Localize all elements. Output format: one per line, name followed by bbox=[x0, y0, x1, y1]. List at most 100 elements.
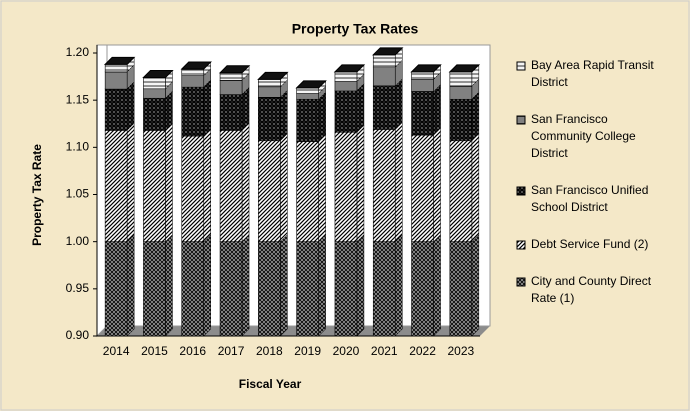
legend-label: City and County Direct Rate (1) bbox=[531, 274, 652, 305]
bar-segment bbox=[449, 85, 473, 100]
bar-segment bbox=[449, 98, 473, 142]
y-tick-label: 0.90 bbox=[66, 328, 90, 342]
y-tick-label: 1.05 bbox=[66, 187, 90, 201]
bar-segment bbox=[372, 241, 396, 337]
x-tick-label: 2016 bbox=[179, 344, 206, 358]
legend-label: Debt Service Fund (2) bbox=[531, 237, 648, 251]
bar-segment bbox=[181, 241, 205, 337]
bar-top bbox=[448, 64, 481, 73]
bar-segment bbox=[334, 81, 358, 92]
bar-side bbox=[126, 81, 135, 131]
bar-segment bbox=[219, 241, 243, 337]
bar-segment bbox=[219, 130, 243, 242]
legend-label: San Francisco Unified School District bbox=[531, 183, 648, 214]
legend-swatch bbox=[516, 61, 526, 71]
bar-segment bbox=[143, 77, 166, 90]
bar-segment bbox=[258, 79, 281, 88]
bar-side bbox=[395, 121, 403, 243]
bar-segment bbox=[181, 75, 205, 88]
bar-segment bbox=[143, 130, 166, 242]
legend-label: San Francisco Community College District bbox=[531, 112, 636, 160]
bar-segment bbox=[104, 130, 128, 242]
bar-segment bbox=[296, 93, 319, 100]
bar-side bbox=[126, 234, 135, 337]
legend-swatch bbox=[516, 115, 526, 125]
bar-side bbox=[203, 79, 211, 137]
bar-side bbox=[165, 122, 173, 243]
bar-top bbox=[257, 71, 289, 80]
y-tick-label: 1.20 bbox=[66, 45, 90, 59]
bar-side bbox=[203, 128, 211, 243]
bar-side bbox=[433, 127, 441, 243]
bar-side bbox=[471, 133, 480, 243]
bar-segment bbox=[258, 140, 281, 242]
x-tick-label: 2015 bbox=[141, 344, 168, 358]
bar-segment bbox=[104, 64, 128, 73]
y-tick-label: 1.15 bbox=[66, 92, 90, 106]
x-tick-label: 2017 bbox=[218, 344, 245, 358]
bar-segment bbox=[104, 241, 128, 337]
bar-side bbox=[318, 91, 326, 143]
bar-side bbox=[471, 91, 480, 142]
chart-title: Property Tax Rates bbox=[292, 21, 419, 37]
bar-segment bbox=[219, 72, 243, 81]
bar-segment bbox=[258, 241, 281, 337]
bar-side bbox=[203, 234, 211, 337]
bar-side bbox=[433, 234, 441, 337]
bar-top bbox=[333, 64, 366, 73]
legend-swatch bbox=[516, 186, 526, 196]
bar-top bbox=[180, 61, 212, 70]
y-tick-label: 0.95 bbox=[66, 281, 90, 295]
bar-segment bbox=[334, 131, 358, 242]
bar-side bbox=[318, 234, 326, 337]
bar-top bbox=[295, 80, 327, 89]
bar-side bbox=[126, 122, 135, 243]
bar-side bbox=[395, 78, 403, 131]
bar-top bbox=[142, 70, 174, 79]
bar-segment bbox=[334, 241, 358, 337]
bar-top bbox=[410, 64, 442, 73]
bar-segment bbox=[181, 86, 205, 137]
bar-top bbox=[372, 47, 404, 56]
bar-side bbox=[318, 134, 326, 243]
bar-segment bbox=[334, 90, 358, 133]
bar-side bbox=[356, 234, 365, 337]
y-tick-label: 1.10 bbox=[66, 140, 90, 154]
bar-segment bbox=[296, 241, 319, 337]
y-axis-title: Property Tax Rate bbox=[30, 144, 44, 246]
bar-segment bbox=[372, 54, 396, 68]
y-tick-label: 1.00 bbox=[66, 234, 90, 248]
x-tick-label: 2019 bbox=[294, 344, 321, 358]
bar-side bbox=[356, 124, 365, 243]
bar-segment bbox=[219, 80, 243, 95]
bar-segment bbox=[449, 71, 473, 87]
bar-segment bbox=[258, 97, 281, 142]
bar-segment bbox=[372, 66, 396, 87]
bar-segment bbox=[372, 129, 396, 242]
x-tick-label: 2014 bbox=[103, 344, 130, 358]
bar-top bbox=[103, 56, 136, 65]
bar-segment bbox=[449, 241, 473, 337]
bar-side bbox=[165, 234, 173, 337]
bar-segment bbox=[296, 141, 319, 242]
bar-side bbox=[241, 86, 250, 131]
bar-side bbox=[395, 234, 403, 337]
bar-segment bbox=[258, 86, 281, 98]
bar-side bbox=[280, 89, 288, 142]
bar-segment bbox=[372, 85, 396, 130]
legend-swatch bbox=[516, 277, 526, 287]
bar-segment bbox=[334, 71, 358, 82]
bar-segment bbox=[143, 97, 166, 131]
bar-segment bbox=[296, 98, 319, 142]
bar-segment bbox=[181, 135, 205, 242]
bar-segment bbox=[449, 140, 473, 242]
bar-side bbox=[471, 234, 480, 337]
x-tick-label: 2022 bbox=[409, 344, 436, 358]
bar-side bbox=[241, 234, 250, 337]
bar-segment bbox=[411, 134, 434, 242]
bar-side bbox=[433, 84, 441, 136]
legend-label: Bay Area Rapid Transit District bbox=[531, 58, 654, 89]
x-tick-label: 2018 bbox=[256, 344, 283, 358]
bar-segment bbox=[104, 71, 128, 90]
